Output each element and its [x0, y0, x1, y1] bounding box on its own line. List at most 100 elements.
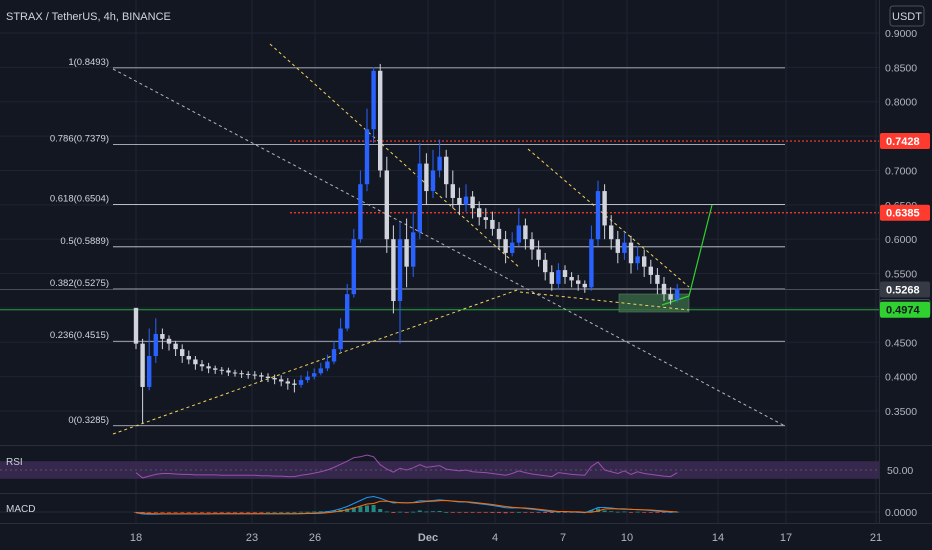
candle-body-2[interactable]	[147, 356, 152, 387]
candle-body-20[interactable]	[265, 376, 271, 379]
candle-body-21[interactable]	[272, 378, 277, 380]
candle-body-57[interactable]	[510, 242, 515, 253]
candle-body-0[interactable]	[133, 307, 139, 344]
macd-signal-line[interactable]	[135, 499, 678, 515]
candle-body-56[interactable]	[503, 239, 508, 253]
candle-body-16[interactable]	[239, 373, 244, 375]
candle-body-48[interactable]	[450, 184, 455, 198]
candle-body-26[interactable]	[305, 376, 310, 381]
candle-body-38[interactable]	[384, 170, 389, 240]
candle-body-5[interactable]	[166, 338, 172, 344]
macd-histogram-bar-74	[622, 511, 627, 513]
candle-body-82[interactable]	[675, 288, 680, 300]
candle-body-47[interactable]	[444, 156, 449, 185]
candle-body-43[interactable]	[417, 163, 422, 233]
candle-body-80[interactable]	[661, 283, 667, 295]
macd-histogram-bar-4	[160, 512, 165, 513]
candle-body-73[interactable]	[615, 239, 620, 253]
candle-body-40[interactable]	[397, 239, 403, 302]
candle-body-58[interactable]	[516, 225, 521, 243]
candle-body-66[interactable]	[569, 276, 574, 281]
candle-body-33[interactable]	[351, 239, 356, 295]
candle-body-42[interactable]	[411, 232, 416, 267]
candle-body-9[interactable]	[193, 359, 198, 365]
candle-body-50[interactable]	[463, 196, 469, 205]
candle-body-62[interactable]	[543, 259, 548, 273]
candle-body-74[interactable]	[622, 242, 627, 253]
candlestick-series[interactable]	[133, 63, 680, 424]
candle-body-72[interactable]	[609, 225, 614, 240]
candle-body-32[interactable]	[345, 294, 350, 329]
candle-body-23[interactable]	[285, 381, 290, 384]
candle-body-36[interactable]	[371, 70, 376, 130]
candle-body-6[interactable]	[173, 343, 178, 350]
candle-body-60[interactable]	[529, 239, 535, 250]
candle-body-53[interactable]	[483, 217, 488, 220]
descending-trendline[interactable]	[112, 68, 786, 427]
candle-body-52[interactable]	[477, 208, 482, 218]
candle-body-63[interactable]	[549, 272, 554, 284]
candle-body-64[interactable]	[556, 270, 561, 284]
candle-body-81[interactable]	[668, 294, 673, 300]
candle-body-54[interactable]	[490, 219, 495, 229]
candle-body-1[interactable]	[140, 343, 145, 387]
candle-body-49[interactable]	[457, 197, 462, 205]
candle-body-14[interactable]	[226, 370, 231, 373]
resistance-trendline-2[interactable]	[527, 148, 690, 288]
candle-body-71[interactable]	[602, 191, 607, 226]
rsi-line[interactable]	[135, 454, 678, 479]
candle-body-13[interactable]	[219, 369, 224, 371]
macd-indicator[interactable]	[0, 495, 879, 515]
candle-body-78[interactable]	[648, 266, 653, 275]
candle-body-18[interactable]	[252, 374, 257, 376]
candle-body-41[interactable]	[404, 239, 409, 267]
candle-body-79[interactable]	[655, 274, 660, 284]
candle-body-25[interactable]	[298, 380, 304, 385]
currency-button[interactable]	[889, 5, 925, 27]
candle-body-3[interactable]	[153, 334, 158, 357]
fibonacci-retracement[interactable]: 1(0.8493) 0.786(0.7379) 0.618(0.6504) 0.5(0…	[50, 57, 785, 427]
candle-body-39[interactable]	[391, 239, 396, 302]
candle-body-7[interactable]	[180, 349, 185, 357]
rsi-indicator[interactable]	[0, 454, 879, 479]
candle-body-67[interactable]	[576, 280, 581, 284]
candle-body-4[interactable]	[160, 334, 165, 339]
time-axis[interactable]: 18 23 26 Dec 4 7 10 14 17 21	[130, 532, 882, 544]
candle-body-24[interactable]	[292, 383, 297, 385]
candle-body-70[interactable]	[595, 191, 601, 240]
support-trendline-2[interactable]	[519, 291, 690, 311]
candle-body-30[interactable]	[331, 349, 337, 362]
candle-body-15[interactable]	[232, 372, 238, 374]
candle-body-65[interactable]	[562, 270, 568, 277]
candle-body-76[interactable]	[635, 256, 640, 264]
candle-body-8[interactable]	[186, 356, 191, 360]
candle-body-59[interactable]	[523, 225, 528, 240]
candle-body-37[interactable]	[378, 70, 383, 171]
candle-body-10[interactable]	[199, 364, 205, 367]
resistance-trendline-1[interactable]	[269, 43, 521, 269]
ascending-support-trendline[interactable]	[112, 288, 521, 435]
candle-body-34[interactable]	[358, 184, 363, 240]
candle-body-12[interactable]	[213, 368, 218, 370]
price-tick-2: 0.8000	[885, 97, 917, 109]
candle-body-19[interactable]	[259, 375, 264, 377]
candle-body-31[interactable]	[338, 328, 343, 350]
candle-body-61[interactable]	[536, 249, 541, 260]
candle-body-44[interactable]	[424, 163, 429, 192]
candle-body-51[interactable]	[470, 196, 475, 209]
candle-body-27[interactable]	[312, 373, 317, 377]
candle-body-17[interactable]	[246, 373, 251, 375]
candle-body-28[interactable]	[318, 368, 323, 374]
candle-body-29[interactable]	[325, 361, 330, 369]
candle-body-77[interactable]	[642, 256, 647, 267]
candle-body-68[interactable]	[582, 283, 587, 288]
candle-body-11[interactable]	[206, 366, 211, 369]
candle-body-35[interactable]	[364, 129, 370, 185]
candle-body-22[interactable]	[279, 379, 284, 382]
candle-body-55[interactable]	[496, 228, 502, 240]
candle-body-45[interactable]	[430, 170, 436, 192]
candle-body-69[interactable]	[589, 239, 594, 288]
candle-body-75[interactable]	[628, 242, 634, 264]
candle-body-46[interactable]	[437, 156, 442, 171]
